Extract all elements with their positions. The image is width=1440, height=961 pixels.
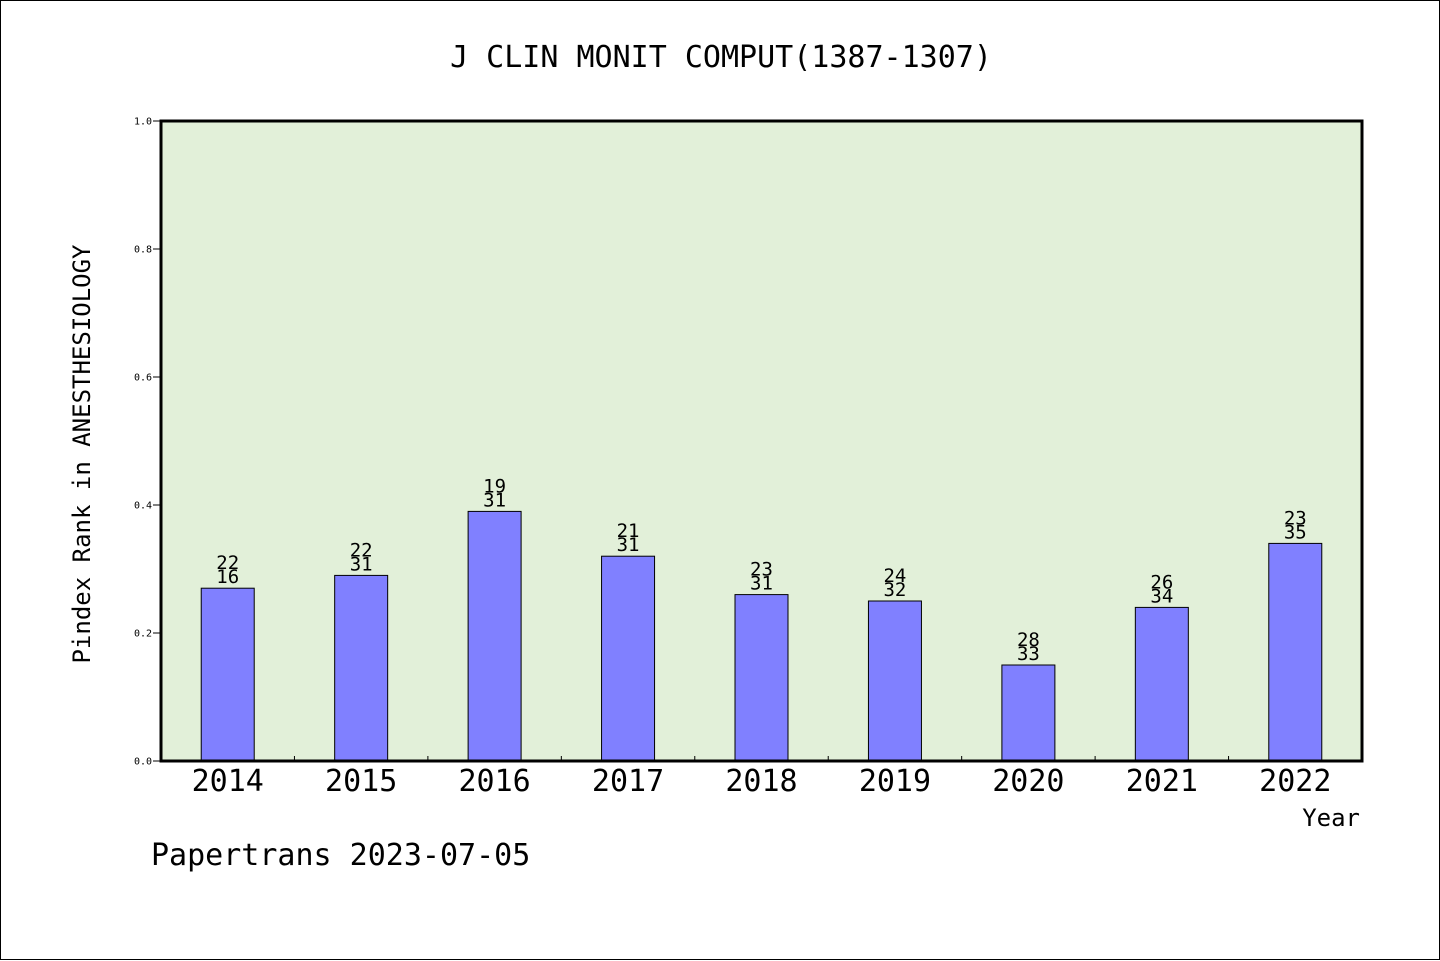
- bar-2014: [200, 587, 255, 762]
- y-axis: 0.0 0.2 0.4 0.6 0.8 1.0: [134, 117, 161, 768]
- bar-rank-label-2022: 23: [1284, 507, 1307, 529]
- bar-total-label-2022: 35: [1284, 521, 1307, 543]
- bar-total-label-2020: 33: [1017, 643, 1040, 665]
- y-tick-label: 0.8: [134, 245, 152, 256]
- bar-rank-label-2017: 21: [617, 520, 640, 542]
- bar-total-label-2018: 31: [750, 573, 773, 595]
- bar-2019: [867, 600, 922, 762]
- x-tick-label-2019: 2019: [859, 764, 931, 799]
- bar-rank-label-2016: 19: [483, 475, 506, 497]
- x-tick-label-2016: 2016: [458, 764, 530, 799]
- y-tick-label: 0.2: [134, 629, 152, 640]
- bar-rank-label-2014: 22: [216, 552, 239, 574]
- x-axis-label: Year: [1302, 804, 1360, 832]
- bar-2017: [601, 555, 656, 762]
- x-tick-label-2021: 2021: [1126, 764, 1198, 799]
- bar-2021: [1134, 606, 1189, 762]
- bar-rank-label-2015: 22: [350, 539, 373, 561]
- bar-total-label-2017: 31: [617, 534, 640, 556]
- footer-text: Papertrans 2023-07-05: [151, 838, 530, 873]
- x-tick-label-2014: 2014: [192, 764, 264, 799]
- y-tick-label: 0.6: [134, 373, 152, 384]
- bar-total-label-2016: 31: [483, 489, 506, 511]
- x-tick-label-2022: 2022: [1259, 764, 1331, 799]
- bar-2020: [1001, 664, 1056, 762]
- bar-rank-label-2018: 23: [750, 559, 773, 581]
- x-axis: 2014 2015 2016 2017 2018 2019 2020 2021 2022: [192, 756, 1331, 799]
- bar-total-label-2021: 34: [1150, 585, 1173, 607]
- bar-rank-label-2020: 28: [1017, 629, 1040, 651]
- bar-total-label-2019: 32: [883, 579, 906, 601]
- bar-rank-label-2019: 24: [883, 565, 906, 587]
- bar-rank-label-2021: 26: [1150, 571, 1173, 593]
- y-tick-label: 1.0: [134, 117, 152, 128]
- x-tick-label-2018: 2018: [725, 764, 797, 799]
- bar-2022: [1268, 542, 1323, 762]
- bar-2016: [467, 510, 522, 762]
- x-tick-label-2015: 2015: [325, 764, 397, 799]
- bar-2015: [334, 574, 389, 762]
- y-axis-label: Pindex Rank in ANESTHESIOLOGY: [68, 244, 96, 664]
- x-tick-label-2017: 2017: [592, 764, 664, 799]
- bar-2018: [734, 594, 789, 762]
- chart-title: J CLIN MONIT COMPUT(1387-1307): [450, 40, 992, 75]
- y-tick-label: 0.4: [134, 501, 152, 512]
- bar-total-label-2014: 16: [216, 566, 239, 588]
- bar-total-label-2015: 31: [350, 553, 373, 575]
- x-tick-label-2020: 2020: [992, 764, 1064, 799]
- y-tick-label: 0.0: [134, 757, 152, 768]
- plot-border: [159, 119, 1364, 763]
